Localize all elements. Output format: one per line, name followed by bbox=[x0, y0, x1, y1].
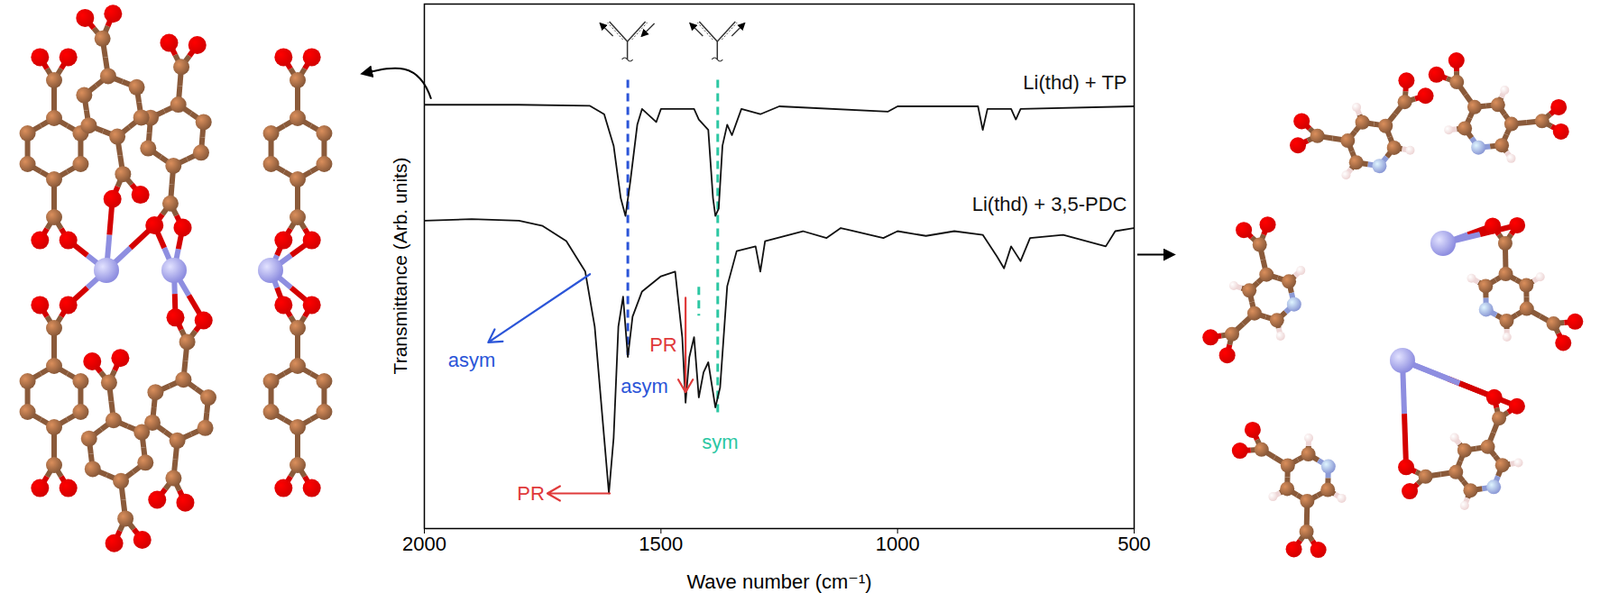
svg-text:asym: asym bbox=[620, 375, 669, 398]
svg-text:PR: PR bbox=[649, 333, 678, 357]
svg-text:Li(thd) + TP: Li(thd) + TP bbox=[1022, 71, 1127, 94]
html-text:Transmittance (Arb. units): Transmittance (Arb. units) bbox=[389, 157, 411, 375]
svg-text:PR: PR bbox=[516, 482, 545, 506]
svg-text:2000: 2000 bbox=[402, 533, 447, 556]
svg-text:1000: 1000 bbox=[875, 533, 920, 556]
svg-text:Wave number (cm⁻¹): Wave number (cm⁻¹) bbox=[686, 570, 872, 593]
svg-text:sym: sym bbox=[701, 431, 738, 454]
svg-text:1500: 1500 bbox=[638, 533, 683, 556]
svg-text:Li(thd) + 3,5-PDC: Li(thd) + 3,5-PDC bbox=[972, 193, 1128, 216]
svg-text:asym: asym bbox=[448, 349, 497, 372]
svg-text:500: 500 bbox=[1117, 533, 1151, 556]
